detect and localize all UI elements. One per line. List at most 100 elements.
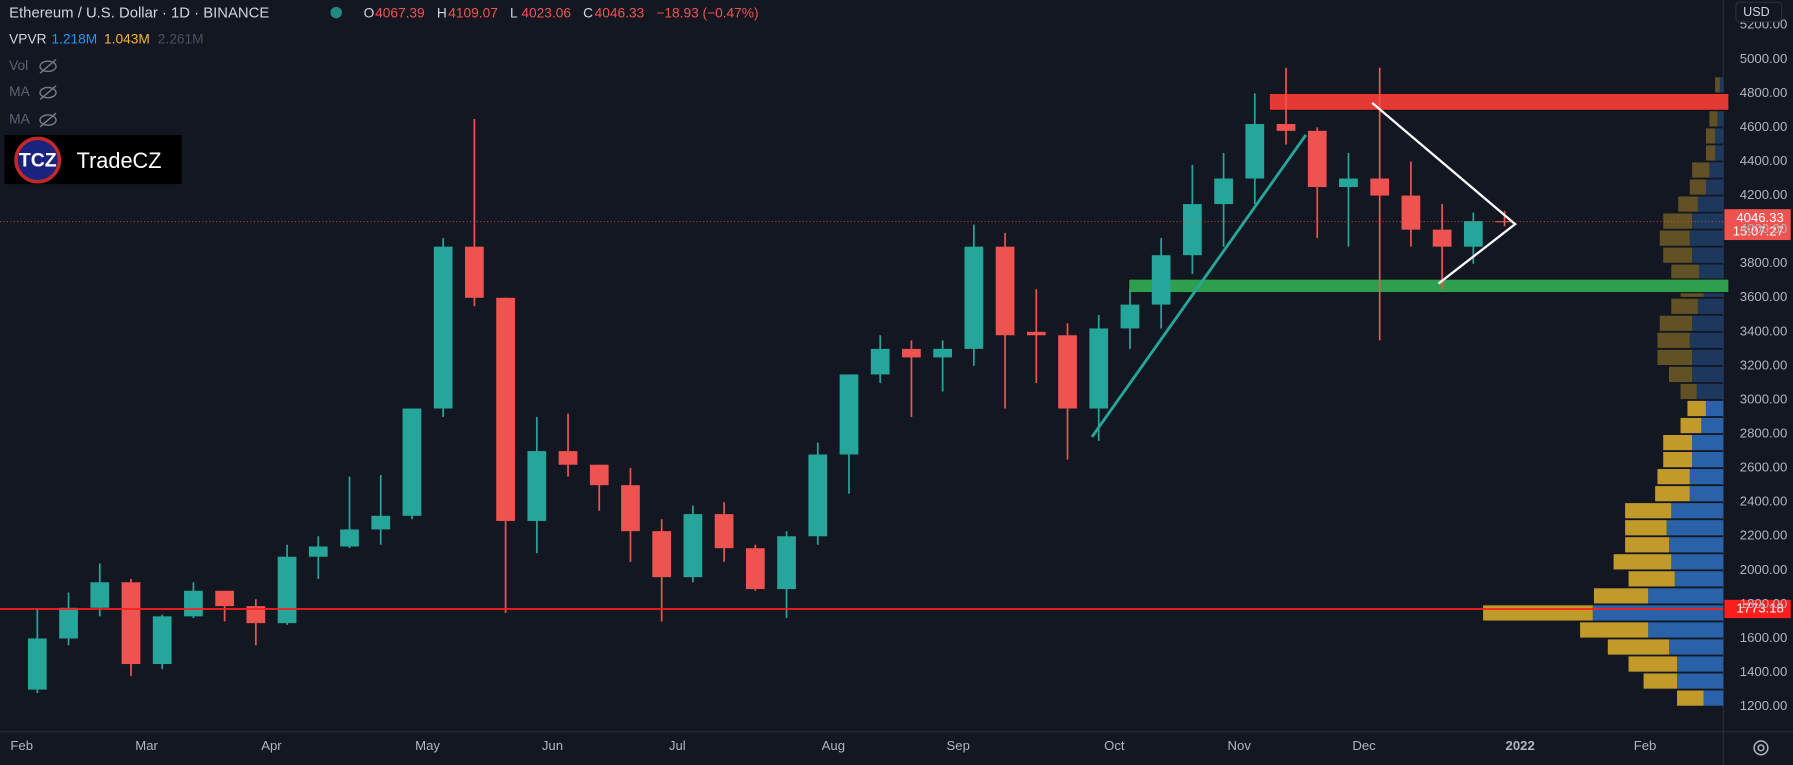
vp-up-bar (1692, 213, 1724, 229)
hidden-indicator[interactable]: MA (9, 112, 30, 127)
last-price: 4046.33 (1736, 210, 1784, 225)
candle-body (870, 348, 890, 375)
vp-up-bar (1709, 162, 1724, 178)
candle-body (714, 514, 734, 549)
vp-up-bar (1692, 452, 1724, 468)
vp-down-bar (1625, 537, 1669, 553)
hidden-indicator[interactable]: MA (9, 84, 30, 99)
vp-down-bar (1705, 145, 1716, 161)
y-tick-label: 2600.00 (1740, 460, 1788, 475)
candle-body (808, 454, 828, 537)
candle-body (683, 514, 703, 578)
y-tick-label: 1200.00 (1740, 698, 1788, 713)
vp-up-bar (1677, 673, 1724, 689)
candle-body (1276, 124, 1296, 131)
candle-body (1120, 304, 1140, 329)
vp-down-bar (1659, 230, 1690, 246)
vp-up-bar (1692, 366, 1724, 383)
horizontal-line-label: 1773.18 (1736, 600, 1784, 615)
candle-body (1151, 255, 1171, 305)
hidden-indicator[interactable]: Vol (9, 58, 28, 73)
triangle (1371, 102, 1517, 285)
candle-body (1089, 328, 1109, 409)
candle-body (1214, 178, 1233, 205)
ohlc-label: H (437, 5, 447, 20)
candles (27, 67, 1514, 693)
vp-up-bar (1697, 196, 1724, 212)
vp-down-bar (1680, 417, 1702, 434)
y-tick-label: 3200.00 (1740, 357, 1788, 372)
currency-button[interactable] (1735, 1, 1783, 23)
vp-up-bar (1666, 520, 1724, 536)
vp-up-bar (1699, 264, 1724, 280)
indicator-value: 1.043M (104, 32, 150, 47)
x-tick-label: May (415, 738, 440, 753)
candle-body (184, 590, 203, 617)
y-tick-label: 3800.00 (1740, 255, 1788, 270)
vp-down-bar (1657, 332, 1690, 348)
countdown: 15:07:27 (1733, 224, 1784, 239)
ohlc-value: 4046.33 (595, 5, 645, 20)
x-tick-label: Apr (261, 738, 282, 753)
ohlc-value: 4067.39 (375, 5, 425, 20)
y-tick-label: 1400.00 (1740, 664, 1788, 679)
eye-icons[interactable] (39, 58, 57, 128)
vp-up-bar (1692, 315, 1724, 331)
candle-body (433, 246, 453, 409)
vp-down-bar (1677, 690, 1704, 706)
settings-icon[interactable] (1753, 740, 1769, 756)
y-tick-label: 4400.00 (1740, 153, 1788, 168)
vp-up-bar (1689, 469, 1724, 485)
ohlc-label: L (510, 5, 518, 20)
candle-body (121, 582, 141, 665)
candle-body (1432, 229, 1452, 247)
vp-up-bar (1705, 179, 1724, 195)
y-tick-label: 4800.00 (1740, 85, 1788, 100)
vp-down-bar (1607, 639, 1669, 655)
vp-up-bar (1692, 349, 1724, 366)
price-tag (1724, 209, 1791, 241)
currency[interactable]: USD (1743, 5, 1770, 19)
candle-body (777, 536, 796, 590)
vp-up-bar (1719, 77, 1724, 93)
x-tick-label: Oct (1104, 738, 1125, 753)
vp-down-bar (1715, 77, 1720, 93)
candle-body (1307, 130, 1327, 188)
candle-body (465, 246, 484, 298)
vp-up-bar (1692, 434, 1724, 451)
candle-body (527, 451, 547, 521)
vp-up-bar (1671, 503, 1724, 519)
vp-down-bar (1705, 128, 1716, 144)
candle-body (402, 408, 422, 516)
candle-body (215, 590, 235, 607)
x-tick-label: 2022 (1506, 738, 1535, 753)
vp-down-bar (1678, 196, 1698, 212)
vp-down-bar (1657, 349, 1693, 366)
indicator-value: 2.261M (158, 32, 204, 47)
vp-down-bar (1625, 503, 1672, 519)
candle-body (1463, 221, 1483, 247)
candle-body (933, 348, 953, 358)
ohlc-value: 4023.06 (521, 5, 571, 20)
x-tick-label: Sep (947, 738, 970, 753)
vp-up-bar (1705, 400, 1724, 417)
y-tick-label: 1600.00 (1740, 630, 1788, 645)
candle-body (558, 451, 578, 465)
symbol: Ethereum / U.S. Dollar · 1D · BINANCE (9, 6, 269, 22)
candle-body (621, 485, 640, 532)
zone (1268, 92, 1730, 111)
x-tick-label: Dec (1352, 738, 1376, 753)
y-tick-label: 4000.00 (1740, 221, 1788, 236)
vp-down-bar (1663, 452, 1693, 468)
vp-down-bar (1671, 264, 1700, 280)
candle-body (1183, 204, 1202, 256)
vp-down-bar (1628, 571, 1675, 587)
y-tick-label: 4200.00 (1740, 187, 1788, 202)
vp-down-bar (1625, 520, 1667, 536)
candle-body (152, 616, 172, 665)
candle-body (1026, 331, 1046, 336)
x-tick-label: Nov (1228, 738, 1252, 753)
candle-body (1339, 178, 1358, 188)
